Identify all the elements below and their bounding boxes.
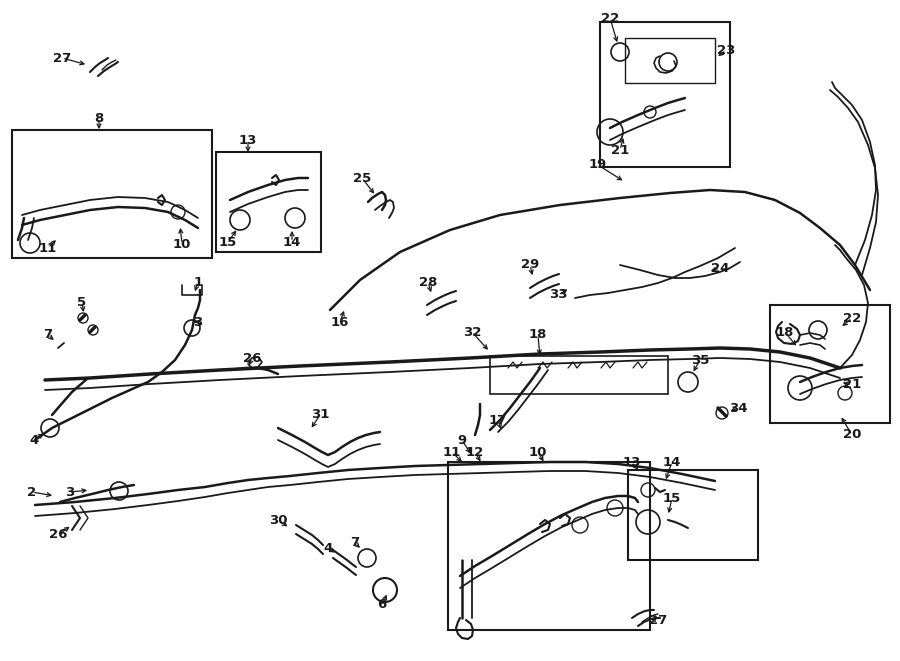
- Text: 1: 1: [194, 276, 202, 288]
- Text: 25: 25: [353, 171, 371, 184]
- Text: 9: 9: [457, 434, 466, 446]
- Text: 13: 13: [238, 134, 257, 147]
- Text: 6: 6: [377, 598, 387, 611]
- Text: 32: 32: [463, 325, 482, 338]
- Text: 17: 17: [489, 414, 507, 426]
- Text: 20: 20: [842, 428, 861, 442]
- Bar: [490, 356, 668, 394]
- Text: 11: 11: [39, 241, 57, 254]
- Bar: [12, 130, 212, 258]
- Bar: [628, 470, 758, 560]
- Text: 26: 26: [243, 352, 261, 364]
- Text: 4: 4: [323, 541, 333, 555]
- Text: 16: 16: [331, 315, 349, 329]
- Text: 2: 2: [27, 485, 37, 498]
- Text: 18: 18: [776, 325, 794, 338]
- Text: 26: 26: [49, 529, 68, 541]
- Text: 3: 3: [66, 485, 75, 498]
- Text: 29: 29: [521, 258, 539, 272]
- Text: 23: 23: [716, 44, 735, 56]
- Text: 5: 5: [77, 295, 86, 309]
- Bar: [770, 305, 890, 423]
- Text: 22: 22: [843, 311, 861, 325]
- Text: 7: 7: [350, 537, 360, 549]
- Text: 14: 14: [662, 455, 681, 469]
- Bar: [216, 152, 321, 252]
- Text: 4: 4: [30, 434, 39, 446]
- Text: 35: 35: [691, 354, 709, 366]
- Text: 10: 10: [173, 237, 191, 251]
- Text: 15: 15: [219, 235, 237, 249]
- Text: 13: 13: [623, 455, 641, 469]
- Text: 30: 30: [269, 514, 287, 527]
- Text: 33: 33: [549, 288, 567, 301]
- Text: 10: 10: [529, 446, 547, 459]
- Bar: [625, 38, 715, 83]
- Text: 14: 14: [283, 235, 302, 249]
- Bar: [600, 22, 730, 167]
- Text: 28: 28: [418, 276, 437, 288]
- Bar: [448, 462, 650, 630]
- Text: 31: 31: [310, 408, 329, 422]
- Text: 7: 7: [43, 329, 52, 342]
- Text: 27: 27: [53, 52, 71, 65]
- Text: 12: 12: [466, 446, 484, 459]
- Text: 15: 15: [663, 492, 681, 504]
- Text: 8: 8: [94, 112, 104, 124]
- Text: 34: 34: [729, 401, 747, 414]
- Text: 18: 18: [529, 329, 547, 342]
- Text: 27: 27: [649, 613, 667, 627]
- Text: 19: 19: [589, 159, 608, 171]
- Text: 3: 3: [194, 315, 202, 329]
- Text: 21: 21: [611, 143, 629, 157]
- Text: 24: 24: [711, 262, 729, 274]
- Text: 22: 22: [601, 11, 619, 24]
- Text: 11: 11: [443, 446, 461, 459]
- Text: 21: 21: [843, 379, 861, 391]
